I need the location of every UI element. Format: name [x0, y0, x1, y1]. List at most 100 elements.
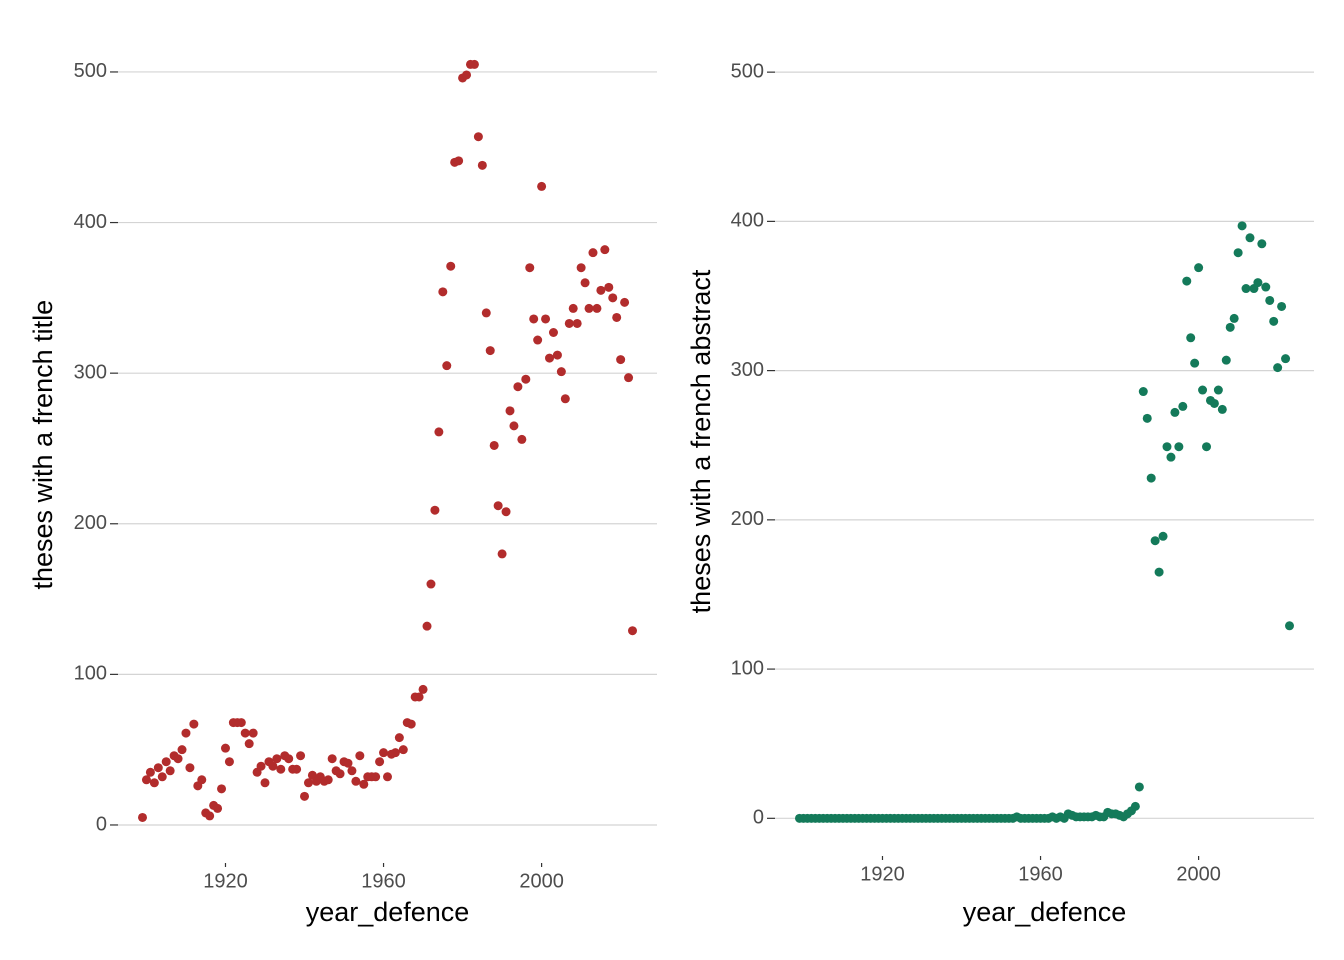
data-point [181, 728, 191, 738]
data-point [541, 314, 551, 324]
data-point [351, 776, 361, 786]
y-tick-label: 400 [731, 210, 764, 232]
data-point [240, 728, 250, 738]
data-point [138, 812, 147, 822]
data-point [153, 763, 163, 773]
data-point [434, 427, 444, 437]
data-point [1138, 387, 1148, 397]
data-point [213, 803, 223, 813]
data-point [1229, 313, 1239, 323]
data-point [268, 761, 278, 771]
data-point [509, 421, 519, 431]
data-point [300, 791, 310, 801]
data-point [303, 778, 313, 788]
y-tick-label: 0 [753, 807, 764, 829]
x-axis-title: year_defence [306, 897, 470, 927]
data-point [398, 745, 408, 755]
data-point [1158, 531, 1168, 541]
data-point [438, 287, 448, 297]
x-axis-title: year_defence [963, 897, 1127, 927]
data-point [217, 784, 227, 794]
data-point [260, 778, 270, 788]
data-point [588, 248, 598, 258]
data-point [296, 751, 306, 761]
data-point [462, 70, 472, 80]
data-point [552, 350, 562, 360]
data-point [1178, 401, 1188, 411]
data-point [521, 374, 531, 384]
data-point [1213, 385, 1223, 395]
data-point [185, 763, 195, 773]
data-point [1285, 621, 1294, 631]
data-point [1277, 301, 1287, 311]
data-point [501, 507, 511, 517]
data-point [141, 775, 151, 785]
data-point [422, 621, 432, 631]
data-point [205, 811, 215, 821]
data-point [568, 303, 578, 313]
data-point [1209, 398, 1219, 408]
data-point [220, 743, 230, 753]
data-point [1253, 278, 1263, 288]
data-point [616, 355, 626, 365]
data-point [513, 382, 523, 392]
data-point [394, 733, 404, 743]
data-point [473, 132, 483, 142]
y-axis-title: theses with a french title [28, 300, 58, 590]
data-point [489, 440, 499, 450]
data-point [414, 692, 424, 702]
data-point [446, 261, 456, 271]
x-tick-label: 2000 [1176, 863, 1221, 885]
data-point [1130, 801, 1140, 811]
data-point [1174, 442, 1184, 452]
data-point [390, 748, 400, 758]
data-point [608, 293, 618, 303]
data-point [1265, 295, 1275, 305]
data-point [1221, 355, 1231, 365]
data-point [493, 501, 503, 511]
y-tick-label: 200 [731, 508, 764, 530]
data-point [244, 739, 254, 749]
data-point [335, 769, 345, 779]
data-point [481, 308, 491, 318]
data-point [276, 764, 286, 774]
data-point [327, 754, 337, 764]
data-point [149, 778, 159, 788]
data-point [355, 751, 365, 761]
data-point [612, 312, 622, 322]
data-point [1261, 282, 1271, 292]
y-axis-title: theses with a french abstract [686, 269, 716, 613]
data-point [1281, 354, 1291, 364]
data-point [517, 434, 527, 444]
data-point [556, 367, 566, 377]
data-point [272, 754, 282, 764]
data-point [576, 263, 586, 273]
data-point [1170, 407, 1180, 417]
data-point [1257, 239, 1267, 249]
data-point [1146, 473, 1156, 483]
data-point [1241, 284, 1251, 294]
x-tick-label: 2000 [519, 870, 564, 892]
data-point [236, 718, 246, 728]
y-tick-label: 0 [96, 813, 107, 835]
data-point [1166, 452, 1176, 462]
x-tick-label: 1920 [203, 870, 248, 892]
data-point [347, 766, 357, 776]
data-point [1245, 233, 1255, 243]
data-point [1186, 333, 1196, 343]
x-tick-label: 1960 [361, 870, 406, 892]
y-tick-label: 300 [731, 359, 764, 381]
x-tick-label: 1920 [860, 863, 905, 885]
y-tick-label: 200 [74, 512, 107, 534]
y-tick-label: 100 [731, 657, 764, 679]
data-point [383, 772, 392, 782]
data-point [548, 328, 558, 338]
data-point [454, 156, 464, 166]
data-point [165, 766, 175, 776]
data-point [173, 754, 183, 764]
data-point [537, 181, 547, 191]
y-tick-label: 500 [731, 60, 764, 82]
data-point [1225, 322, 1235, 332]
data-point [359, 779, 369, 789]
data-point [1134, 782, 1144, 792]
